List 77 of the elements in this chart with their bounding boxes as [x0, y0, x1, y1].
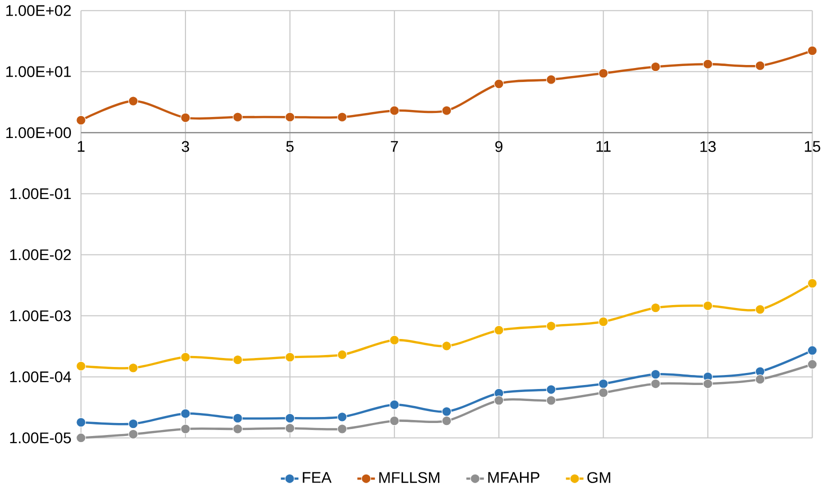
- y-tick-label: 1.00E-02: [10, 249, 71, 260]
- legend-label: MFLLSM: [379, 472, 440, 483]
- point: [76, 417, 86, 428]
- x-tick-label: 15: [804, 140, 820, 152]
- point: [546, 320, 556, 331]
- y-tick-label: 1.00E-01: [10, 188, 71, 200]
- point: [442, 406, 452, 416]
- point: [702, 59, 713, 69]
- point: [702, 378, 713, 389]
- point: [180, 408, 190, 418]
- legend-label: GM: [587, 472, 610, 483]
- point: [285, 112, 295, 122]
- point: [285, 423, 295, 434]
- point: [128, 429, 138, 439]
- point: [755, 60, 765, 71]
- point: [128, 362, 138, 373]
- x-tick-label: 11: [596, 140, 611, 152]
- point: [650, 62, 661, 72]
- y-tick-label: 1.00E+02: [6, 5, 71, 16]
- point: [546, 74, 556, 84]
- x-tick-label: 13: [700, 140, 716, 152]
- point: [232, 413, 243, 424]
- point: [807, 46, 818, 56]
- point: [702, 300, 713, 311]
- point: [337, 112, 348, 122]
- point: [128, 418, 138, 429]
- point: [337, 350, 348, 360]
- point: [494, 395, 504, 406]
- point: [337, 424, 348, 434]
- point: [232, 112, 243, 122]
- legend-label: MFAHP: [488, 472, 540, 483]
- point: [76, 432, 86, 443]
- x-tick-label: 9: [495, 140, 502, 152]
- point: [389, 416, 400, 426]
- point: [650, 369, 661, 380]
- point: [389, 335, 400, 345]
- point: [285, 413, 295, 424]
- point: [180, 112, 190, 122]
- point: [650, 302, 661, 313]
- point: [285, 352, 295, 362]
- point: [598, 316, 608, 327]
- point: [389, 106, 400, 116]
- point: [389, 400, 400, 410]
- point: [76, 115, 86, 126]
- x-tick-label: 7: [390, 140, 398, 152]
- point: [494, 78, 504, 89]
- point: [232, 354, 243, 365]
- point: [494, 325, 504, 336]
- point: [337, 412, 348, 422]
- point: [598, 378, 608, 389]
- point: [807, 278, 818, 288]
- point: [598, 68, 608, 78]
- point: [598, 388, 608, 398]
- point: [180, 424, 190, 434]
- x-tick-label: 5: [286, 140, 294, 152]
- legend-label: FEA: [302, 472, 332, 483]
- point: [650, 378, 661, 389]
- point: [546, 395, 556, 406]
- point: [442, 340, 452, 351]
- y-tick-label: 1.00E-04: [10, 371, 72, 382]
- point: [76, 361, 86, 371]
- y-tick-label: 1.00E+01: [6, 66, 71, 77]
- point: [807, 359, 818, 370]
- x-tick-label: 3: [182, 140, 190, 152]
- x-tick-label: 1: [78, 140, 85, 152]
- point: [807, 345, 818, 356]
- point: [442, 416, 452, 426]
- point: [755, 304, 765, 314]
- point: [755, 374, 765, 384]
- point: [128, 96, 138, 106]
- y-tick-label: 1.00E-03: [10, 310, 71, 322]
- point: [442, 106, 452, 116]
- y-tick-label: 1.00E-05: [10, 432, 71, 444]
- point: [546, 384, 556, 394]
- point: [232, 424, 243, 434]
- point: [180, 352, 190, 362]
- y-tick-label: 1.00E+00: [6, 127, 71, 138]
